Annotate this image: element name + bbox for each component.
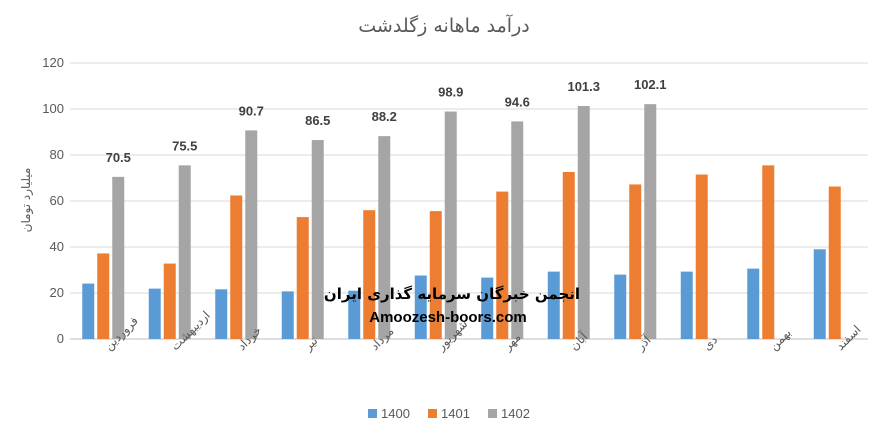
- data-label: 88.2: [372, 109, 397, 124]
- bar-1400: [481, 277, 494, 339]
- bar-1400: [813, 249, 826, 339]
- y-tick-label: 80: [50, 147, 64, 162]
- bar-1400: [348, 290, 361, 339]
- bar-1400: [747, 268, 760, 339]
- data-label: 101.3: [567, 79, 600, 94]
- bar-1401: [695, 174, 708, 339]
- legend-swatch: [488, 409, 497, 418]
- bar-1401: [230, 195, 243, 339]
- data-labels: 70.5 75.5 90.7 86.5 88.2 98.9 94.6 101.3 102.1: [106, 77, 667, 165]
- legend-label: 1400: [381, 406, 410, 421]
- bar-1400: [680, 271, 693, 339]
- y-tick-label: 100: [42, 101, 64, 116]
- bar-1401: [97, 253, 110, 339]
- bar-1401: [163, 263, 176, 339]
- bar-1400: [281, 291, 294, 339]
- bar-1402: [112, 176, 125, 339]
- legend-swatch: [428, 409, 437, 418]
- bar-1401: [429, 211, 442, 339]
- bar-1402: [245, 130, 258, 339]
- y-tick-label: 120: [42, 55, 64, 70]
- data-label: 75.5: [172, 138, 197, 153]
- bar-1402: [511, 121, 524, 339]
- bar-1402: [577, 106, 590, 339]
- bar-1400: [82, 283, 95, 339]
- bar-1401: [629, 184, 642, 339]
- bar-1401: [562, 172, 575, 339]
- bar-1400: [414, 275, 427, 339]
- bar-1402: [378, 136, 391, 339]
- bar-1401: [363, 210, 376, 339]
- y-tick-label: 60: [50, 193, 64, 208]
- y-axis-ticks: 0 20 40 60 80 100 120: [42, 55, 64, 346]
- data-label: 98.9: [438, 85, 463, 100]
- bar-1401: [296, 217, 309, 339]
- data-label: 90.7: [239, 103, 264, 118]
- bar-1401: [762, 165, 775, 339]
- bar-1401: [828, 186, 841, 339]
- watermark-line1: انجمن خبرگان سرمایه گذاری ایران: [324, 285, 580, 303]
- bar-1400: [148, 288, 161, 339]
- bar-1400: [215, 289, 228, 339]
- bar-1401: [496, 191, 509, 339]
- legend-label: 1401: [441, 406, 470, 421]
- bar-1402: [311, 140, 324, 339]
- bar-1400: [547, 271, 560, 339]
- legend-swatch: [368, 409, 377, 418]
- bar-1402: [444, 111, 457, 339]
- data-label: 94.6: [505, 94, 530, 109]
- y-axis-label: میلیارد تومان: [19, 168, 34, 233]
- data-label: 86.5: [305, 113, 330, 128]
- y-tick-label: 0: [57, 331, 64, 346]
- y-tick-label: 40: [50, 239, 64, 254]
- watermark: انجمن خبرگان سرمایه گذاری ایران Amoozesh…: [324, 285, 580, 326]
- data-label: 102.1: [634, 77, 667, 92]
- data-label: 70.5: [106, 150, 131, 165]
- bars: [82, 104, 841, 339]
- bar-1402: [178, 165, 191, 339]
- watermark-line2: Amoozesh-boors.com: [369, 309, 527, 326]
- legend: 1400 1401 1402: [368, 406, 530, 421]
- legend-label: 1402: [501, 406, 530, 421]
- chart-title: درآمد ماهانه زگلدشت: [358, 13, 529, 37]
- y-tick-label: 20: [50, 285, 64, 300]
- gridlines: [70, 62, 868, 340]
- bar-1400: [614, 274, 627, 339]
- bar-1402: [644, 104, 657, 339]
